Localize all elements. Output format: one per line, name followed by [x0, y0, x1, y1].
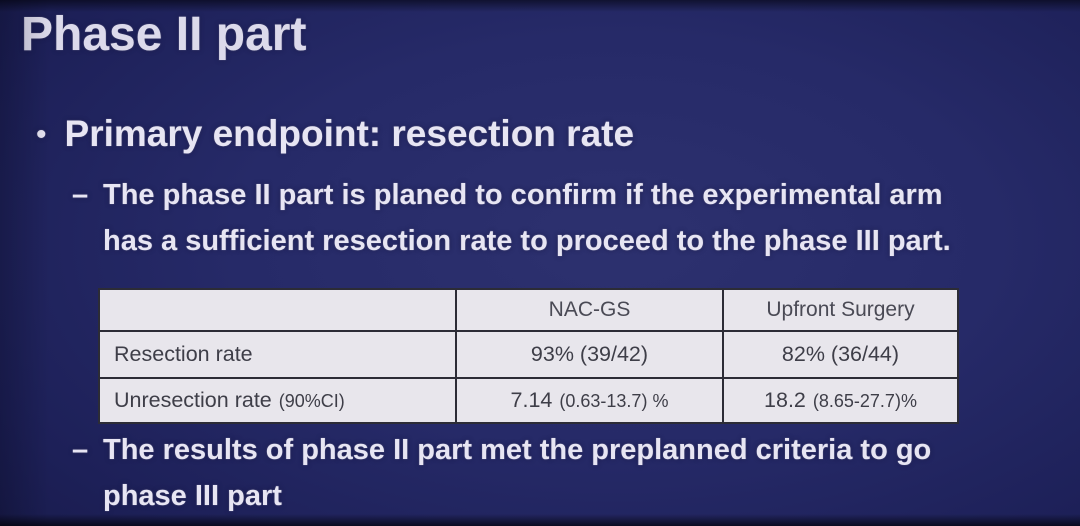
unresection-rate-label-main: Unresection rate	[114, 388, 272, 412]
unresection-rate-nac-gs-sub: (0.63-13.7) %	[559, 391, 669, 411]
sub-bullet-plan: – The phase II part is planed to confirm…	[72, 172, 951, 264]
table-row-unresection-rate: Unresection rate (90%CI) 7.14 (0.63-13.7) …	[98, 377, 959, 424]
sub-bullet-plan-line1: The phase II part is planed to confirm i…	[103, 179, 943, 211]
resection-rate-nac-gs-main: 93% (39/42)	[530, 342, 649, 366]
resection-rate-label: Resection rate	[98, 330, 457, 379]
unresection-rate-label: Unresection rate (90%CI)	[98, 377, 457, 424]
bullet-dot-icon: •	[36, 118, 47, 151]
resection-rate-upfront-main: 82% (36/44)	[781, 342, 900, 366]
resection-rate-upfront-value: 82% (36/44)	[722, 330, 959, 379]
primary-endpoint-text: Primary endpoint: resection rate	[64, 113, 635, 154]
table-row-resection-rate: Resection rate 93% (39/42) 82% (36/44)	[98, 330, 959, 379]
unresection-rate-upfront-sub: (8.65-27.7)%	[812, 391, 917, 411]
sub-bullet-result: – The results of phase II part met the p…	[72, 427, 931, 519]
slide-title: Phase II part	[21, 8, 307, 61]
dash-icon: –	[72, 434, 89, 466]
unresection-rate-upfront-main: 18.2	[764, 388, 806, 412]
unresection-rate-label-sub: (90%CI)	[278, 391, 345, 411]
dash-icon: –	[72, 179, 89, 211]
sub-bullet-result-line2: phase III part	[103, 480, 282, 512]
resection-rate-label-main: Resection rate	[114, 342, 253, 366]
sub-bullet-plan-line2: has a sufficient resection rate to proce…	[103, 225, 951, 257]
sub-bullet-result-line1: The results of phase II part met the pre…	[103, 434, 932, 466]
primary-endpoint-bullet: • Primary endpoint: resection rate	[36, 110, 634, 158]
header-empty-cell	[98, 288, 457, 332]
header-nac-gs: NAC-GS	[455, 288, 724, 332]
sub-bullet-result-text: The results of phase II part met the pre…	[103, 427, 931, 519]
unresection-rate-upfront-value: 18.2 (8.65-27.7)%	[722, 377, 959, 424]
unresection-rate-nac-gs-value: 7.14 (0.63-13.7) %	[455, 377, 724, 424]
resection-rate-nac-gs-value: 93% (39/42)	[455, 330, 724, 379]
results-table: NAC-GS Upfront Surgery Resection rate 93…	[98, 288, 959, 424]
table-header-row: NAC-GS Upfront Surgery	[98, 288, 959, 332]
unresection-rate-nac-gs-main: 7.14	[510, 388, 553, 412]
header-upfront-surgery: Upfront Surgery	[722, 288, 959, 332]
sub-bullet-plan-text: The phase II part is planed to confirm i…	[103, 172, 951, 264]
